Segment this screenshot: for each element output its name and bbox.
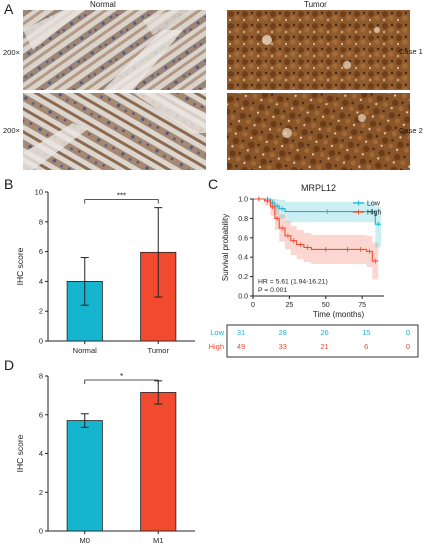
risk-table-frame [226, 324, 419, 358]
panel-d-label: D [4, 357, 15, 373]
chart-d-ihc-m0-m1: 0 2 4 6 8 IHC score M0 M1 * [15, 372, 195, 545]
y-tick-label: 8 [39, 217, 43, 226]
ihc-image-tumor-case1 [227, 10, 410, 90]
normal-column-title: Normal [90, 0, 116, 9]
chart-title: MRPL12 [301, 183, 336, 193]
y-tick-label: 2 [39, 307, 43, 316]
risk-count-high: 21 [320, 342, 328, 351]
ihc-image-tumor-case2 [227, 93, 410, 170]
x-tick-label: 50 [322, 302, 330, 309]
risk-count-high: 49 [237, 342, 245, 351]
bar-m1 [140, 392, 177, 532]
x-tick-label: 25 [285, 302, 293, 309]
y-tick-label: 1.0 [238, 197, 248, 204]
magnification-row2: 200× [3, 126, 20, 135]
y-tick-label: 0.0 [238, 294, 248, 301]
x-tick-label: 0 [251, 302, 255, 309]
case2-label: Case 2 [399, 126, 423, 135]
x-tick-label: Normal [73, 346, 98, 355]
significance-bracket [84, 379, 159, 384]
panel-c-label: C [208, 176, 219, 192]
x-tick-label: 75 [358, 302, 366, 309]
x-axis-title: Time (months) [313, 310, 365, 319]
significance-label: * [120, 372, 123, 381]
y-tick-label: 6 [39, 247, 43, 256]
y-tick-label: 10 [35, 188, 43, 197]
risk-count-low: 28 [279, 328, 287, 337]
risk-count-high: 33 [279, 342, 287, 351]
ihc-image-normal-case1 [23, 10, 206, 90]
y-tick-label: 6 [39, 410, 43, 419]
y-axis-title: Survival probability [221, 214, 230, 281]
risk-count-low: 0 [406, 328, 410, 337]
chart-b-ihc-normal-tumor: 0 2 4 6 8 10 IHC score Normal Tumor *** [15, 188, 195, 355]
y-tick-label: 8 [39, 372, 43, 381]
y-tick-label: 2 [39, 488, 43, 497]
x-tick-label: Tumor [148, 346, 170, 355]
x-tick-label: M0 [80, 536, 90, 545]
y-tick-label: 0.6 [238, 235, 248, 242]
y-tick-label: 0.8 [238, 216, 248, 223]
legend-label-high: High [367, 210, 382, 217]
significance-label: *** [117, 192, 126, 201]
risk-count-high: 6 [364, 342, 368, 351]
y-axis-title: IHC score [15, 247, 25, 285]
y-tick-label: 0.2 [238, 274, 248, 281]
case1-label: Case 1 [399, 47, 423, 56]
legend-label-low: Low [367, 201, 381, 208]
y-tick-label: 0 [39, 527, 43, 536]
panel-a-label: A [4, 1, 14, 17]
bar-m0 [66, 420, 103, 532]
risk-count-low: 15 [362, 328, 370, 337]
p-value-annotation: P = 0.001 [258, 287, 287, 294]
y-tick-label: 0.4 [238, 255, 248, 262]
risk-count-low: 31 [237, 328, 245, 337]
magnification-row1: 200× [3, 48, 20, 57]
x-tick-label: M1 [153, 536, 163, 545]
risk-row-label-low: Low [210, 328, 224, 337]
ihc-image-normal-case2 [23, 93, 206, 170]
survival-line-low [253, 198, 382, 225]
risk-count-low: 26 [320, 328, 328, 337]
y-tick-label: 4 [39, 277, 43, 286]
ci-band-high [253, 199, 379, 280]
risk-row-label-high: High [209, 342, 224, 351]
significance-bracket [84, 199, 159, 204]
chart-c-survival-mrpl12: MRPL12 0.0 0.2 0.4 0.6 0.8 1.0 0 25 50 75 Survival … [209, 183, 419, 358]
y-tick-label: 4 [39, 449, 43, 458]
hr-annotation: HR = 5.61 (1.94-16.21) [258, 278, 328, 285]
risk-count-high: 0 [406, 342, 410, 351]
y-tick-label: 0 [39, 337, 43, 346]
y-axis-title: IHC score [15, 434, 25, 472]
panel-b-label: B [4, 176, 14, 192]
tumor-column-title: Tumor [304, 0, 327, 9]
